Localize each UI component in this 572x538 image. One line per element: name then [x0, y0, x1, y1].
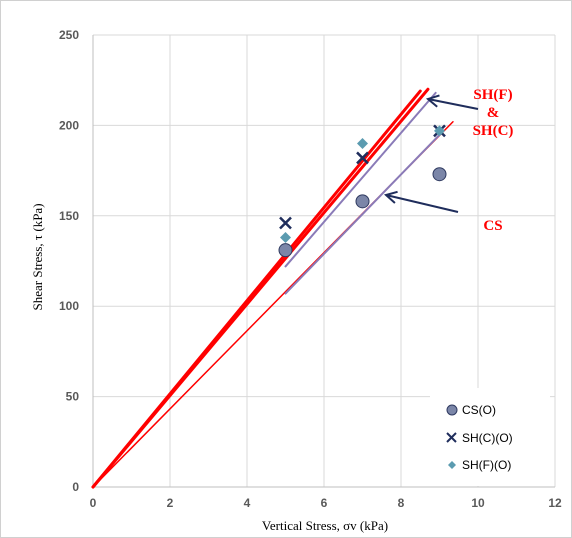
arrow-cs-head — [383, 190, 398, 204]
x-tick-label: 2 — [167, 496, 174, 510]
y-tick-label: 150 — [59, 209, 79, 223]
legend-label-shc-o: SH(C)(O) — [462, 431, 513, 445]
shf-o-point — [280, 231, 291, 243]
y-tick-label: 50 — [66, 390, 80, 404]
annotation-arrows — [383, 94, 479, 213]
cs-o-point — [432, 167, 447, 182]
legend-item-cs-o: CS(O) — [446, 403, 496, 417]
fit-line — [91, 89, 422, 489]
x-tick-label: 8 — [398, 496, 405, 510]
annotation-shf-shc: SH(F) & SH(C) — [473, 87, 514, 139]
annotation-shc: SH(C) — [473, 123, 514, 139]
y-tick-label: 100 — [59, 299, 79, 313]
shc-o-point — [356, 151, 369, 165]
shc-o-point — [279, 216, 292, 230]
annotation-amp: & — [487, 105, 500, 121]
cs-o-point — [278, 243, 293, 258]
x-tick-label: 0 — [90, 496, 97, 510]
legend-circle-marker — [446, 404, 458, 416]
shf-o-point — [357, 137, 368, 149]
legend-item-shc-o: SH(C)(O) — [446, 431, 513, 445]
shf-o-point — [434, 125, 445, 137]
x-tick-label: 6 — [321, 496, 328, 510]
arrow-shf-shc-head — [425, 94, 440, 108]
fit-line — [284, 91, 437, 268]
legend: CS(O) SH(C)(O) SH(F)(O) — [430, 388, 550, 486]
legend-x-marker — [446, 432, 457, 443]
legend-label-cs-o: CS(O) — [462, 403, 496, 417]
annotation-cs: CS — [483, 218, 502, 234]
x-tick-label: 4 — [244, 496, 251, 510]
legend-diamond-marker — [448, 461, 456, 469]
arrow-shf-shc — [427, 98, 479, 110]
y-tick-label: 0 — [72, 480, 79, 494]
arrow-cs — [385, 194, 459, 213]
y-axis-label: Shear Stress, τ (kPa) — [30, 203, 45, 310]
x-axis-label: Vertical Stress, σv (kPa) — [262, 518, 388, 533]
x-tick-label: 12 — [548, 496, 562, 510]
fit-lines — [91, 87, 454, 489]
fit-line — [284, 129, 445, 295]
data-points — [278, 124, 447, 258]
legend-item-shf-o: SH(F)(O) — [448, 458, 511, 472]
tick-labels: 0 2 4 6 8 10 12 0 50 100 150 200 250 — [59, 28, 562, 510]
x-tick-label: 10 — [471, 496, 485, 510]
cs-o-point — [355, 194, 370, 209]
legend-label-shf-o: SH(F)(O) — [462, 458, 511, 472]
y-tick-label: 200 — [59, 118, 79, 132]
y-tick-label: 250 — [59, 28, 79, 42]
annotation-shf: SH(F) — [473, 87, 512, 103]
